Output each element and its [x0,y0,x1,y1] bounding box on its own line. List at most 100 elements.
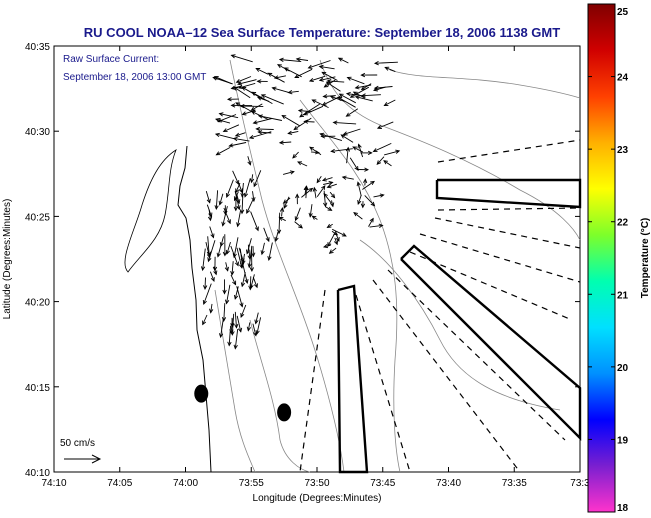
current-vector [376,121,394,129]
current-vector [325,81,341,92]
y-tick-label: 40:20 [25,298,50,309]
current-vector [360,150,373,156]
current-vector [233,329,239,350]
current-vector [239,103,264,109]
current-vector [294,68,313,78]
current-vector [299,103,320,118]
current-vector [209,226,215,239]
current-vector [308,204,313,218]
current-vector [239,248,245,268]
current-vector [236,193,241,205]
current-vector [383,160,392,167]
exclusion-polygon [336,284,369,474]
current-vector [303,119,315,124]
current-vector [294,221,303,229]
current-vector [216,245,222,258]
current-vectors [200,54,401,350]
current-vector [278,216,286,222]
x-tick-label: 73:45 [370,478,395,489]
current-vector [321,177,333,182]
current-vector [233,197,239,212]
colorbar-ticks: 18 19 20 21 22 23 24 25 [588,3,629,514]
current-vector [384,66,396,73]
current-vector [250,103,263,111]
current-vector [234,132,246,137]
colorbar-tick-label: 24 [617,73,629,84]
station-marker [194,384,209,403]
current-vector [235,182,241,194]
current-vector [376,156,385,165]
current-vector [233,86,251,99]
current-vector [276,212,282,235]
y-tick-label: 40:10 [25,468,50,479]
current-vector [232,170,240,186]
current-vector [222,124,240,133]
current-vector [202,283,212,305]
current-vector [255,68,269,75]
current-vector [250,110,269,121]
current-vector [236,286,244,308]
current-vector [252,118,272,125]
current-vector [202,277,208,291]
current-vector [368,217,374,227]
current-vector [221,303,227,322]
current-vector [362,180,375,190]
current-vector [236,210,241,228]
colorbar-tick-label: 22 [617,218,629,229]
current-vector [312,186,317,199]
current-vector [274,231,279,243]
depth-contour [214,289,256,473]
depth-contour [359,239,561,411]
current-vector [307,60,331,69]
current-vector [260,242,265,256]
current-vector [219,236,224,248]
current-vector [263,227,270,243]
current-vector [215,147,231,156]
sector-boundary [437,207,581,211]
current-vector [239,196,245,215]
colorbar-label: Temperature (°C) [640,218,651,299]
current-vector [323,190,328,208]
current-vector [218,319,224,339]
current-vector [241,86,263,100]
current-vector [236,315,243,333]
current-vector [345,108,359,117]
sector-boundary [299,289,326,473]
current-vector [223,207,231,225]
current-vector [222,279,227,295]
colorbar-tick-label: 20 [617,363,629,374]
current-vector [273,75,286,80]
current-vector [323,79,336,88]
current-vector [240,182,245,198]
current-vector [330,200,335,208]
current-vector [357,167,370,172]
current-vector [246,200,254,215]
current-vector [329,191,336,199]
current-vector [310,150,320,155]
current-vector [338,93,357,104]
current-vector [224,284,231,305]
bay-outline [124,149,177,273]
x-axis-label: Longitude (Degrees:Minutes) [253,493,382,504]
current-vector [209,303,214,314]
current-vector [224,262,229,272]
current-vector [318,76,336,82]
current-vector [311,215,318,220]
colorbar-tick-label: 23 [617,145,629,156]
current-vector [225,241,231,255]
current-vector [206,236,212,257]
current-vector [301,187,314,198]
current-vector [353,211,363,220]
current-vector [250,211,259,232]
current-vector [372,86,386,92]
x-tick-label: 74:10 [41,478,66,489]
x-tick-label: 73:3 [570,478,590,489]
current-vector [214,190,219,211]
current-vector [326,223,333,228]
current-vector [251,246,256,258]
exclusion-zones [299,139,582,474]
current-vector [326,183,337,189]
sector-boundary [419,233,581,283]
